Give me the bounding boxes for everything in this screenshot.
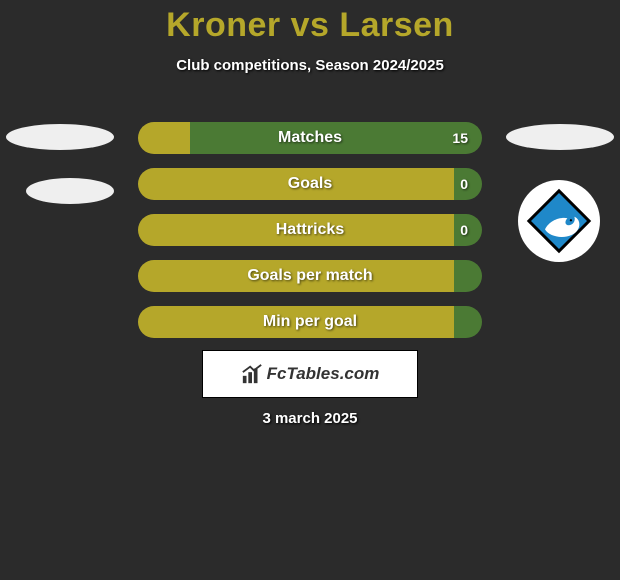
- stat-fill-right: [454, 260, 482, 292]
- stat-row: Hattricks0: [138, 214, 482, 246]
- date-text: 3 march 2025: [0, 410, 620, 427]
- stat-fill-right: [454, 306, 482, 338]
- stat-fill-left: [138, 306, 454, 338]
- stat-fill-right: [454, 214, 482, 246]
- stat-row: Min per goal: [138, 306, 482, 338]
- left-avatar-shadow-1: [6, 124, 114, 150]
- right-avatar-shadow: [506, 124, 614, 150]
- subtitle: Club competitions, Season 2024/2025: [0, 57, 620, 74]
- brand-box: FcTables.com: [202, 350, 418, 398]
- stats-chart: Matches15 Goals0 Hattricks0 Goals per match…: [138, 122, 482, 352]
- stat-fill-right: [190, 122, 482, 154]
- stat-fill-left: [138, 214, 454, 246]
- stat-row: Goals0: [138, 168, 482, 200]
- bar-chart-icon: [241, 363, 263, 385]
- stat-row: Matches15: [138, 122, 482, 154]
- stat-fill-left: [138, 122, 190, 154]
- stat-row: Goals per match: [138, 260, 482, 292]
- stat-fill-right: [454, 168, 482, 200]
- club-badge-icon: [524, 186, 594, 256]
- brand-text: FcTables.com: [267, 364, 380, 384]
- left-avatar-shadow-2: [26, 178, 114, 204]
- page-title: Kroner vs Larsen: [0, 0, 620, 45]
- stat-fill-left: [138, 260, 454, 292]
- stat-fill-left: [138, 168, 454, 200]
- club-badge: [518, 180, 600, 262]
